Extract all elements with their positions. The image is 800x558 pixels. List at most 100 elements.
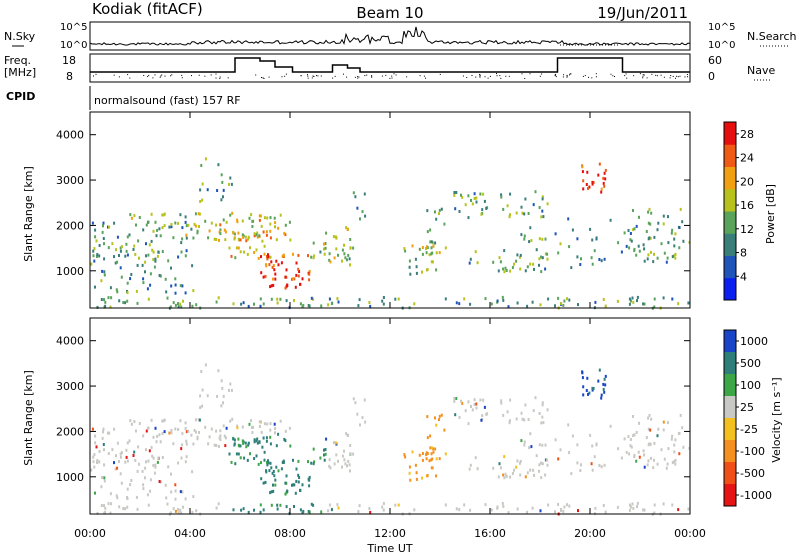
- power-cell: [524, 269, 527, 273]
- velocity-cell: [135, 495, 138, 499]
- velocity-cell: [337, 506, 340, 510]
- power-cell: [218, 230, 221, 234]
- power-cell: [597, 173, 600, 177]
- power-cell: [426, 209, 429, 213]
- power-cell: [541, 209, 544, 213]
- power-cell: [509, 192, 512, 196]
- velocity-cell: [425, 451, 428, 455]
- velocity-cell: [554, 438, 557, 442]
- velocity-cell: [151, 454, 154, 458]
- power-cell: [262, 230, 265, 234]
- velocity-cell: [246, 458, 249, 462]
- power-cell: [253, 232, 256, 236]
- nave-dot: [479, 76, 481, 78]
- power-cell: [237, 237, 240, 241]
- power-cell: [96, 255, 98, 258]
- power-cell: [102, 237, 105, 240]
- power-cell: [98, 254, 101, 258]
- velocity-cell: [265, 470, 268, 474]
- velocity-cell: [250, 419, 253, 423]
- velocity-cell: [382, 508, 385, 512]
- velocity-cell: [130, 479, 133, 482]
- velocity-cell: [650, 417, 653, 421]
- velocity-cell: [204, 425, 207, 429]
- power-cell: [527, 212, 530, 215]
- velocity-cell: [275, 444, 278, 448]
- power-cell: [250, 213, 253, 217]
- velocity-cell: [168, 431, 171, 435]
- power-cell: [144, 260, 147, 264]
- power-cell: [108, 225, 111, 229]
- velocity-cell: [440, 413, 443, 417]
- power-cell: [274, 277, 277, 281]
- velocity-cell: [163, 418, 166, 422]
- power-cell: [435, 217, 438, 221]
- velocity-cell: [91, 427, 94, 431]
- velocity-cell: [431, 466, 434, 470]
- freq-line: [90, 57, 690, 73]
- velocity-cell: [272, 489, 275, 493]
- power-cell: [538, 257, 541, 261]
- power-cell: [678, 226, 681, 229]
- velocity-colorbar-tick-label: -25: [740, 423, 758, 436]
- velocity-cell: [468, 467, 471, 471]
- velocity-cell: [656, 434, 659, 438]
- velocity-cell: [180, 447, 183, 451]
- nave-dot: [425, 77, 426, 79]
- velocity-cell: [92, 455, 95, 459]
- power-cell: [516, 253, 519, 257]
- power-cell: [438, 208, 441, 212]
- power-cell: [114, 261, 117, 265]
- velocity-cell: [247, 441, 250, 445]
- velocity-cell: [308, 478, 311, 482]
- velocity-cell: [118, 505, 121, 509]
- velocity-cell: [277, 432, 280, 436]
- power-cell: [646, 257, 649, 261]
- power-cell: [174, 277, 177, 281]
- nave-dot: [406, 76, 408, 78]
- power-cell: [259, 304, 262, 308]
- velocity-cell: [249, 452, 251, 456]
- power-cell: [513, 262, 515, 266]
- power-cell: [116, 260, 119, 264]
- velocity-cell: [430, 466, 433, 470]
- power-cell: [542, 215, 545, 219]
- velocity-cell: [678, 452, 681, 456]
- power-cell: [538, 206, 541, 209]
- velocity-cell: [130, 422, 133, 426]
- nave-dot: [439, 73, 441, 75]
- velocity-colorbar-swatch: [724, 484, 736, 507]
- velocity-cell: [218, 444, 220, 448]
- power-cell: [145, 242, 147, 246]
- velocity-cell: [174, 497, 177, 501]
- power-cell: [571, 228, 574, 232]
- velocity-cell: [108, 431, 111, 435]
- velocity-cell: [169, 511, 172, 515]
- power-panel-frame: [89, 111, 691, 309]
- velocity-cell: [128, 439, 131, 443]
- power-cell: [560, 302, 563, 305]
- power-cell: [471, 202, 474, 206]
- velocity-cell: [159, 440, 162, 444]
- power-cell: [632, 300, 635, 304]
- power-cell: [120, 275, 123, 279]
- velocity-cell: [597, 379, 600, 383]
- velocity-cell: [144, 466, 147, 470]
- velocity-cell: [220, 404, 223, 408]
- nave-dot: [541, 73, 543, 75]
- power-cell: [288, 220, 291, 224]
- power-cell: [470, 199, 472, 202]
- velocity-cell: [636, 505, 638, 509]
- power-cell: [312, 256, 315, 260]
- velocity-cell: [308, 484, 311, 488]
- velocity-cell: [516, 507, 519, 511]
- power-cell: [138, 256, 140, 260]
- velocity-cell: [579, 469, 582, 472]
- power-cell: [520, 205, 523, 209]
- nave-dot: [154, 74, 156, 76]
- power-cell: [454, 207, 457, 211]
- power-cell: [299, 302, 302, 306]
- power-cell: [130, 273, 133, 276]
- power-cell: [653, 305, 656, 309]
